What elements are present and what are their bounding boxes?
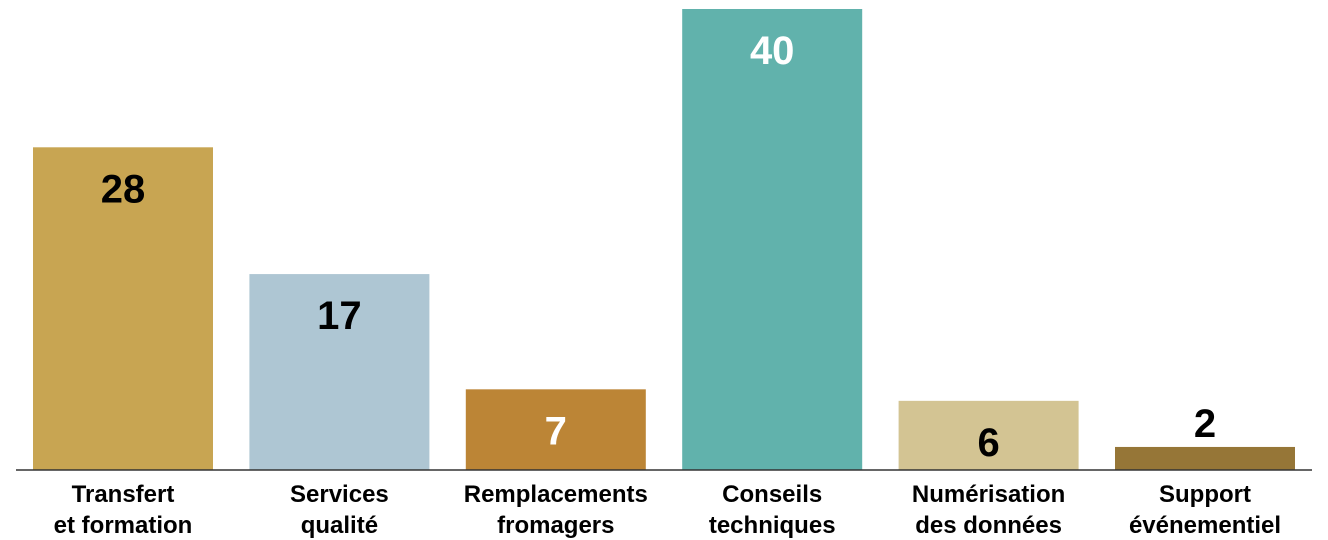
bar-value-label-4: 6 bbox=[977, 421, 999, 465]
bar-value-label-0: 28 bbox=[101, 167, 146, 211]
bar-value-label-5: 2 bbox=[1194, 402, 1216, 446]
category-labels-group: Transfert et formation Services qualité Remp… bbox=[54, 481, 1281, 539]
category-label-2-line-0: Remplacements bbox=[464, 481, 648, 508]
bar-value-label-2: 7 bbox=[545, 409, 567, 453]
bar-4 bbox=[898, 400, 1079, 470]
category-label-1-line-1: qualité bbox=[301, 512, 378, 539]
bar-5 bbox=[1115, 446, 1295, 470]
bar-value-label-3: 40 bbox=[750, 29, 795, 73]
category-label-3-line-0: Conseils bbox=[722, 481, 822, 508]
bar-3 bbox=[682, 9, 863, 470]
bar-2 bbox=[465, 389, 646, 470]
category-label-5-line-1: événementiel bbox=[1129, 512, 1281, 539]
category-label-5-line-0: Support bbox=[1159, 481, 1251, 508]
bar-value-label-1: 17 bbox=[317, 294, 362, 338]
bar-0 bbox=[33, 147, 213, 471]
category-label-1-line-0: Services bbox=[290, 481, 389, 508]
category-label-2-line-1: fromagers bbox=[497, 512, 614, 539]
category-label-0-line-0: Transfert bbox=[72, 481, 175, 508]
category-label-4-line-0: Numérisation bbox=[912, 481, 1065, 508]
category-label-4-line-1: des données bbox=[915, 512, 1062, 539]
bars-group: 28 17 7 40 6 2 bbox=[33, 9, 1295, 471]
category-label-0-line-1: et formation bbox=[54, 512, 193, 539]
bar-1 bbox=[249, 274, 430, 470]
category-label-3-line-1: techniques bbox=[709, 512, 836, 539]
